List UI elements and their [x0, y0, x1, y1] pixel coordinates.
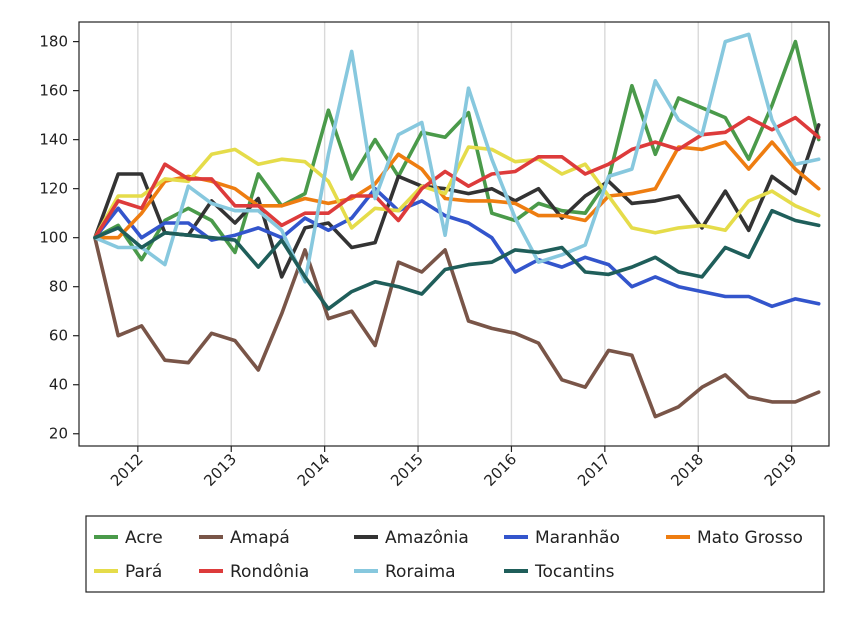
x-tick-label: 2012	[107, 450, 147, 490]
y-tick-label: 160	[39, 82, 68, 100]
x-tick-label: 2019	[761, 450, 801, 490]
plot-frame	[78, 21, 830, 447]
legend: Acre Amapá Amazônia Maranhão Mato Grosso Pará…	[85, 515, 825, 593]
series-line-acre	[93, 39, 821, 262]
series-line-rond-nia	[93, 115, 821, 240]
y-tick-label: 20	[49, 425, 68, 443]
x-tick-label: 2013	[200, 450, 240, 490]
legend-label-rond-nia: Rondônia	[230, 562, 309, 582]
series-lines	[93, 32, 821, 419]
x-axis: 2012 2013 2014 2015 2016 2017 2018 2019	[107, 446, 801, 490]
legend-box	[85, 515, 825, 593]
x-tick-label: 2018	[667, 450, 707, 490]
legend-label-amap-: Amapá	[230, 528, 290, 548]
series-line-tocantins	[93, 208, 821, 311]
legend-label-mato-grosso: Mato Grosso	[697, 528, 803, 548]
legend-label-amaz-nia: Amazônia	[385, 528, 469, 548]
x-tick-label: 2015	[387, 450, 427, 490]
x-tick-label: 2016	[481, 450, 521, 490]
y-tick-label: 60	[49, 327, 68, 345]
y-tick-label: 140	[39, 131, 68, 149]
legend-label-par-: Pará	[125, 562, 162, 582]
y-tick-label: 180	[39, 33, 68, 51]
y-tick-label: 100	[39, 229, 68, 247]
series-line-roraima	[93, 32, 821, 284]
series-line-amap-	[93, 235, 821, 419]
y-tick-label: 120	[39, 180, 68, 198]
x-tick-label: 2014	[294, 450, 334, 490]
legend-label-acre: Acre	[125, 528, 163, 548]
gridlines	[137, 22, 793, 446]
legend-label-roraima: Roraima	[385, 562, 456, 582]
y-axis: 20 40 60 80 100 120 140 160 180	[39, 33, 79, 443]
y-tick-label: 40	[49, 376, 68, 394]
legend-label-tocantins: Tocantins	[534, 562, 615, 582]
y-tick-label: 80	[49, 278, 68, 296]
x-tick-label: 2017	[574, 450, 614, 490]
legend-label-maranh-o: Maranhão	[535, 528, 620, 548]
